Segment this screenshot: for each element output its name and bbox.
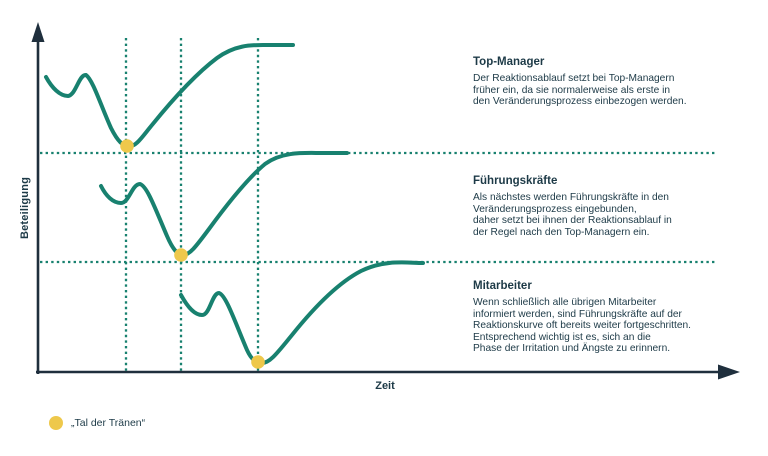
tal-der-traenen-dot-icon [49,416,63,430]
annotation-fuehrungskraefte: Führungskräfte Als nächstes werden Führu… [473,174,753,238]
legend: „Tal der Tränen“ [49,416,145,430]
y-axis-arrowhead-icon [31,22,45,42]
annotation-top-manager: Top-Manager Der Reaktionsablauf setzt be… [473,55,753,108]
annotation-body-mitarbeiter: Wenn schließlich alle übrigen Mitarbeite… [473,297,691,355]
annotation-title-top-manager: Top-Manager [473,56,545,68]
y-axis-label: Beteiligung [19,176,31,240]
valley-dot-fuehrungskraefte [174,248,188,262]
annotation-title-mitarbeiter: Mitarbeiter [473,280,532,292]
x-axis-arrowhead-icon [718,364,740,380]
annotation-title-fuehrungskraefte: Führungskräfte [473,175,558,187]
legend-label: „Tal der Tränen“ [71,417,146,429]
valley-dot-top-manager [120,139,134,153]
annotation-body-fuehrungskraefte: Als nächstes werden Führungskräfte in de… [473,192,672,238]
curve-fuehrungskraefte [99,150,349,258]
valley-dot-mitarbeiter [251,355,265,369]
x-axis-label: Zeit [375,380,395,392]
annotation-mitarbeiter: Mitarbeiter Wenn schließlich alle übrige… [473,279,753,355]
curve-mitarbeiter [179,260,425,366]
annotation-body-top-manager: Der Reaktionsablauf setzt bei Top-Manage… [473,73,687,108]
curve-top-manager [44,43,295,149]
